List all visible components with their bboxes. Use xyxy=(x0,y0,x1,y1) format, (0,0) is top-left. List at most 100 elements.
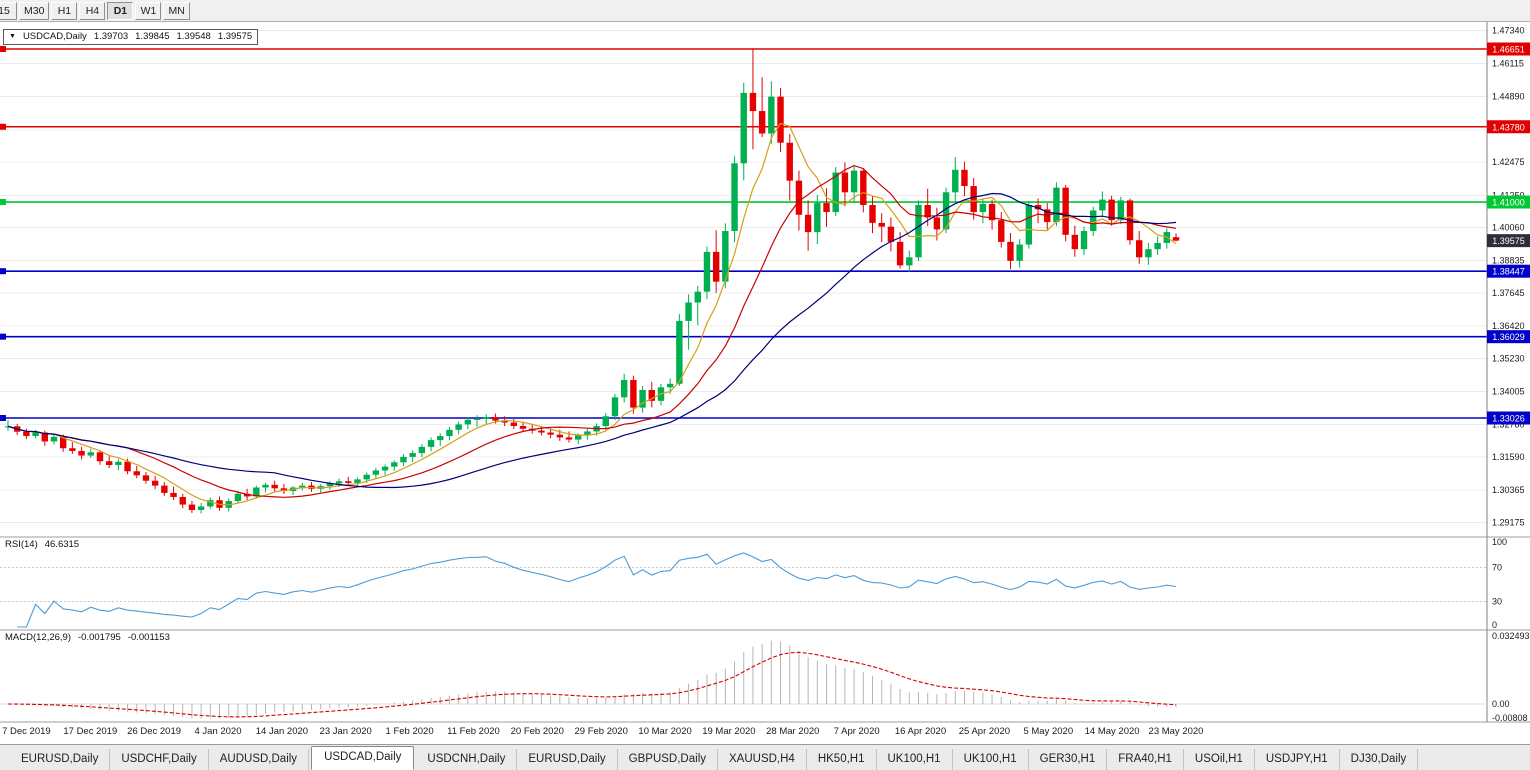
date-axis-label: 1 Feb 2020 xyxy=(386,726,434,737)
candle-body xyxy=(896,241,904,266)
chart-tab-usdcnh-daily[interactable]: USDCNH,Daily xyxy=(416,749,518,770)
candle-body xyxy=(832,172,839,213)
candle-body xyxy=(758,111,766,134)
chart-tab-eurusd-daily[interactable]: EURUSD,Daily xyxy=(517,749,618,770)
candle-body xyxy=(87,452,94,456)
candle-body xyxy=(179,496,186,505)
timeframe-button-h4[interactable]: H4 xyxy=(79,1,106,20)
candle-body xyxy=(869,205,876,223)
candle-body xyxy=(473,418,481,420)
candle-body xyxy=(804,214,812,233)
chart-window: 1.473401.461151.448901.436651.424751.412… xyxy=(0,22,1530,744)
moving-average-line-30 xyxy=(7,192,1177,489)
candle-body xyxy=(666,383,674,388)
candle-body xyxy=(547,432,554,435)
candle-body xyxy=(105,461,113,466)
candle-body xyxy=(933,217,941,230)
candle-body xyxy=(942,192,950,230)
ohlc-low: 1.39548 xyxy=(176,31,211,42)
timeframe-button-15[interactable]: 15 xyxy=(0,1,17,20)
hline-price-badge-label: 1.43780 xyxy=(1492,122,1525,132)
candle-body xyxy=(685,302,692,321)
candle-body xyxy=(133,471,140,476)
timeframe-button-h1[interactable]: H1 xyxy=(51,1,78,20)
candle-body xyxy=(381,466,389,471)
candle-body xyxy=(59,436,67,449)
candle-body xyxy=(271,484,278,489)
chart-tab-usoil-h1[interactable]: USOil,H1 xyxy=(1183,749,1255,770)
timeframe-button-mn[interactable]: MN xyxy=(163,1,190,20)
hline-price-badge xyxy=(1487,411,1530,425)
candle-body xyxy=(519,426,527,429)
price-axis-tick: 1.40060 xyxy=(1492,223,1525,233)
date-axis-label: 19 Mar 2020 xyxy=(702,726,755,737)
candle-body xyxy=(1172,237,1180,241)
candle-body xyxy=(1136,240,1143,258)
candle-body xyxy=(363,474,370,480)
ohlc-open: 1.39703 xyxy=(93,31,129,42)
rsi-axis-tick: 0 xyxy=(1492,620,1497,630)
hline-price-badge xyxy=(1487,330,1530,344)
macd-name: MACD(12,26,9) xyxy=(5,632,71,643)
chart-tab-uk100-h1[interactable]: UK100,H1 xyxy=(876,749,953,770)
chart-tab-eurusd-daily[interactable]: EURUSD,Daily xyxy=(10,749,111,770)
hline-left-marker xyxy=(0,268,6,275)
chart-tab-usdjpy-h1[interactable]: USDJPY,H1 xyxy=(1254,749,1340,770)
candle-body xyxy=(1108,199,1115,221)
candle-body xyxy=(1099,199,1106,211)
date-axis-label: 29 Feb 2020 xyxy=(575,726,628,737)
candle-body xyxy=(887,226,895,242)
timeframe-button-d1[interactable]: D1 xyxy=(107,1,134,20)
candle-body xyxy=(924,205,931,218)
date-axis-label: 23 Jan 2020 xyxy=(320,726,372,737)
price-axis-tick: 1.44890 xyxy=(1492,92,1525,102)
candle-body xyxy=(335,481,343,484)
candle-body xyxy=(952,169,959,193)
hline-price-badge xyxy=(1487,264,1530,278)
candle-body xyxy=(262,484,269,488)
hline-price-badge-label: 1.36029 xyxy=(1492,332,1525,342)
timeframe-toolbar: 15 M30 H1 H4 D1 W1 MN xyxy=(0,0,1530,22)
candle-body xyxy=(455,424,462,430)
candle-body xyxy=(1025,205,1033,245)
candle-body xyxy=(630,379,637,408)
chart-symbol-title: USDCAD,Daily xyxy=(22,31,87,42)
candle-body xyxy=(722,231,729,282)
price-axis-tick: 1.36420 xyxy=(1492,321,1525,331)
price-axis-tick: 1.46115 xyxy=(1492,59,1524,69)
chart-tabs-bar: EURUSD,Daily USDCHF,Daily AUDUSD,Daily USDC… xyxy=(0,744,1530,770)
date-axis-label: 5 May 2020 xyxy=(1023,726,1073,737)
timeframe-button-m30[interactable]: M30 xyxy=(19,1,50,20)
chart-plot-area[interactable]: 1.473401.461151.448901.436651.424751.412… xyxy=(0,22,1530,744)
date-axis-label: 28 Mar 2020 xyxy=(766,726,819,737)
hline-price-badge-label: 1.38447 xyxy=(1492,267,1525,277)
date-axis-label: 7 Apr 2020 xyxy=(834,726,880,737)
candle-body xyxy=(354,479,361,483)
candle-body xyxy=(1034,205,1042,210)
rsi-line xyxy=(17,552,1177,628)
chart-tab-uk100-h1[interactable]: UK100,H1 xyxy=(952,749,1029,770)
chart-tab-usdchf-daily[interactable]: USDCHF,Daily xyxy=(110,749,209,770)
chart-tab-hk50-h1[interactable]: HK50,H1 xyxy=(806,749,877,770)
chart-tab-gbpusd-daily[interactable]: GBPUSD,Daily xyxy=(617,749,718,770)
candle-body xyxy=(372,470,380,475)
candle-body xyxy=(464,419,472,425)
chart-tab-fra40-h1[interactable]: FRA40,H1 xyxy=(1107,749,1184,770)
chart-tab-dj30-daily[interactable]: DJ30,Daily xyxy=(1339,749,1419,770)
rsi-value: 46.6315 xyxy=(44,539,80,550)
date-axis-label: 11 Feb 2020 xyxy=(447,726,500,737)
date-axis-label: 23 May 2020 xyxy=(1149,726,1204,737)
chart-tab-usdcad-daily[interactable]: USDCAD,Daily xyxy=(311,746,415,770)
price-axis-tick: 1.30365 xyxy=(1492,485,1525,495)
candle-body xyxy=(142,475,150,481)
chart-tab-audusd-daily[interactable]: AUDUSD,Daily xyxy=(208,749,310,770)
candle-body xyxy=(427,440,435,447)
candle-body xyxy=(703,251,711,292)
collapse-indicator-icon[interactable]: ▼ xyxy=(9,33,16,40)
timeframe-button-w1[interactable]: W1 xyxy=(135,1,162,20)
candle-body xyxy=(814,203,821,233)
candle-body xyxy=(69,448,76,451)
chart-tab-xauusd-h4[interactable]: XAUUSD,H4 xyxy=(718,749,807,770)
date-axis-label: 4 Jan 2020 xyxy=(194,726,241,737)
chart-tab-ger30-h1[interactable]: GER30,H1 xyxy=(1028,749,1108,770)
